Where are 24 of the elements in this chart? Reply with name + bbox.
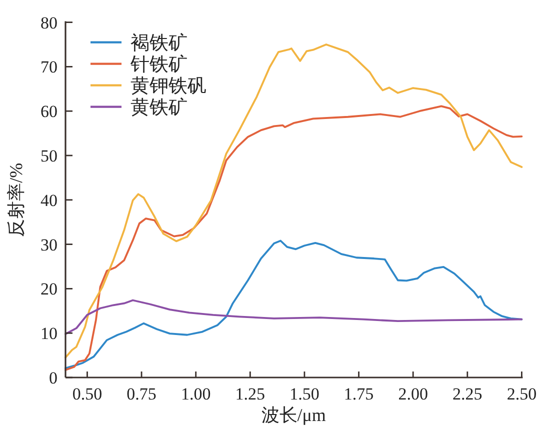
x-tick-label: 0.75 — [126, 384, 156, 404]
x-tick-label: 2.25 — [452, 384, 482, 404]
x-tick-label: 0.50 — [72, 384, 102, 404]
y-tick-label: 20 — [40, 280, 58, 299]
x-tick-label: 1.50 — [290, 384, 320, 404]
legend-label: 黄钾铁矾 — [130, 76, 206, 97]
y-tick-label: 30 — [40, 235, 58, 254]
x-tick-label: 1.25 — [235, 384, 266, 404]
y-tick-label: 0 — [49, 368, 58, 388]
legend-label: 黄铁矿 — [130, 96, 188, 118]
x-tick-label: 2.00 — [398, 384, 428, 404]
y-tick-label: 70 — [40, 58, 58, 77]
legend-label: 针铁矿 — [130, 53, 188, 76]
y-tick-label: 50 — [40, 146, 58, 166]
y-tick-label: 60 — [40, 102, 58, 122]
y-tick-label: 10 — [40, 324, 58, 344]
legend-label: 褐铁矿 — [130, 32, 188, 54]
y-tick-label: 80 — [40, 13, 58, 32]
y-tick-label: 40 — [40, 190, 58, 210]
y-axis-title: 反射率/% — [6, 162, 26, 237]
x-tick-label: 1.75 — [344, 384, 374, 404]
x-tick-label: 2.50 — [506, 384, 537, 404]
x-tick-label: 1.00 — [180, 384, 211, 404]
x-axis-title: 波长/μm — [261, 405, 326, 425]
